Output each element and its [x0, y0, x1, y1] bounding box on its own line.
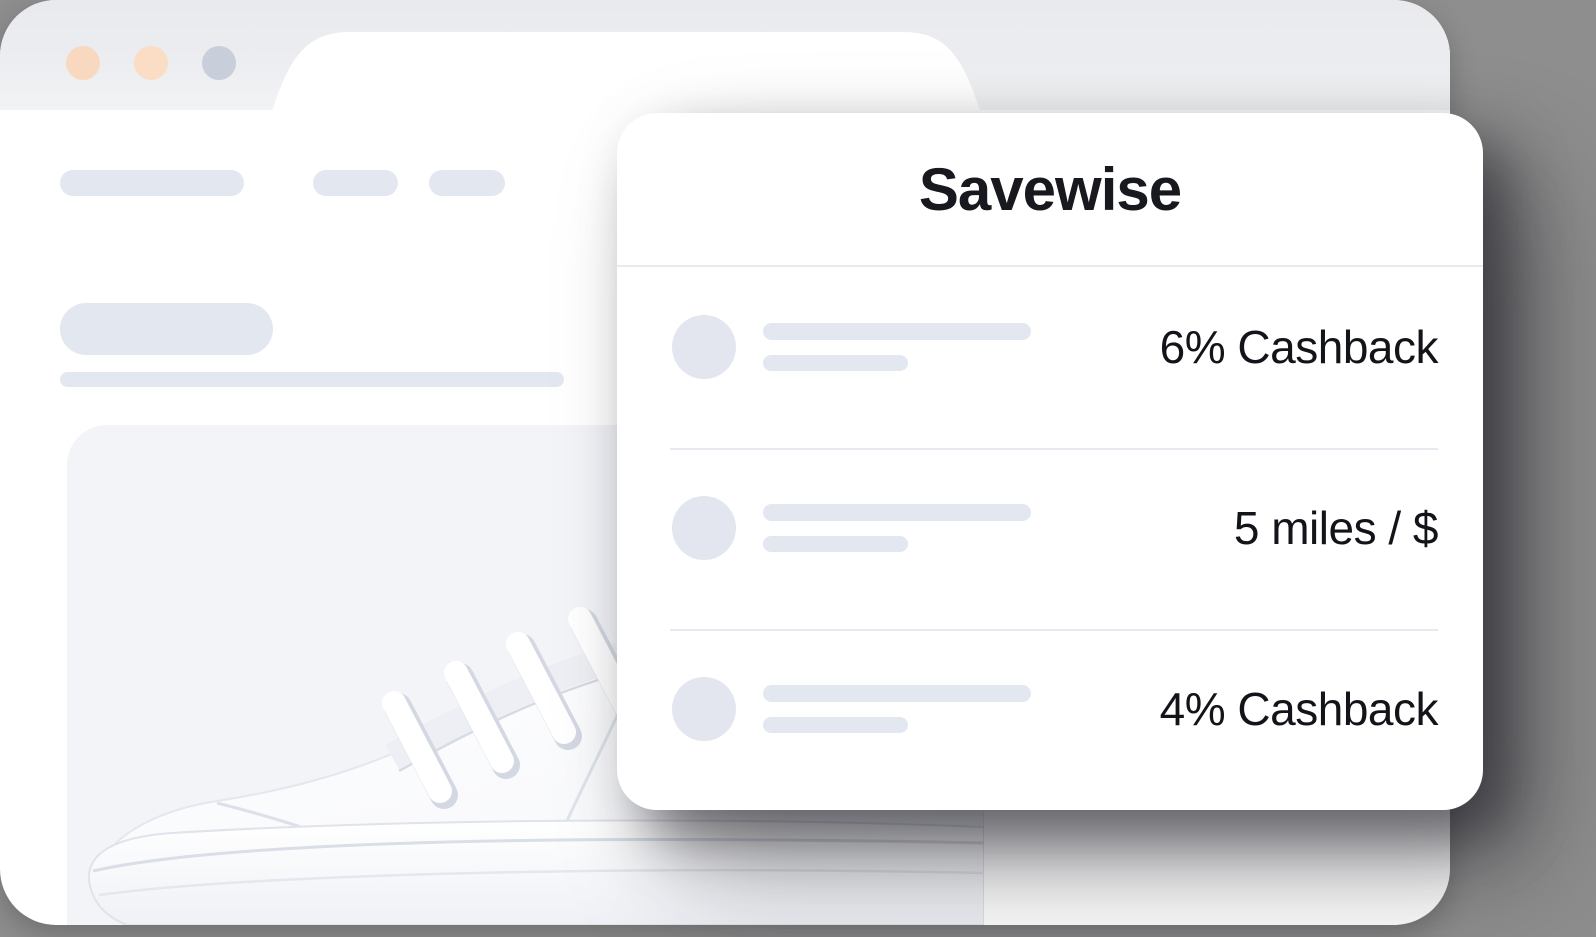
skeleton-text-bar-3 — [429, 170, 505, 196]
placeholder-line-long — [763, 684, 1031, 702]
savewise-title: Savewise — [918, 155, 1182, 223]
reward-row-1[interactable]: 6% Cashback — [617, 267, 1483, 448]
reward-value: 5 miles / $ — [1233, 501, 1439, 554]
skeleton-text-bar-1 — [60, 170, 244, 196]
placeholder-line-short — [763, 354, 908, 371]
placeholder-line-long — [763, 322, 1031, 340]
merchant-avatar-placeholder — [672, 495, 736, 560]
reward-value: 4% Cashback — [1159, 682, 1439, 735]
merchant-avatar-placeholder — [672, 314, 736, 379]
browser-tab[interactable] — [0, 0, 1450, 111]
skeleton-text-bar-2 — [313, 170, 398, 196]
skeleton-title-pill — [60, 303, 273, 355]
window-controls — [66, 46, 236, 80]
window-control-dot-1[interactable] — [66, 46, 100, 80]
merchant-text-placeholder — [763, 322, 1031, 371]
browser-header — [0, 0, 1450, 111]
reward-row-2[interactable]: 5 miles / $ — [617, 448, 1483, 629]
placeholder-line-short — [763, 535, 908, 552]
reward-row-3[interactable]: 4% Cashback — [617, 629, 1483, 810]
reward-list: 6% Cashback 5 miles / $ 4% Cashback — [617, 267, 1483, 810]
window-control-dot-3[interactable] — [202, 46, 236, 80]
savewise-card-header: Savewise — [617, 113, 1483, 267]
merchant-avatar-placeholder — [672, 676, 736, 741]
merchant-text-placeholder — [763, 503, 1031, 552]
savewise-popup-card: Savewise 6% Cashback 5 miles / $ — [617, 113, 1483, 810]
placeholder-line-short — [763, 716, 908, 733]
placeholder-line-long — [763, 503, 1031, 521]
reward-value: 6% Cashback — [1159, 320, 1439, 373]
skeleton-subtitle-line — [60, 372, 564, 387]
merchant-text-placeholder — [763, 684, 1031, 733]
window-control-dot-2[interactable] — [134, 46, 168, 80]
